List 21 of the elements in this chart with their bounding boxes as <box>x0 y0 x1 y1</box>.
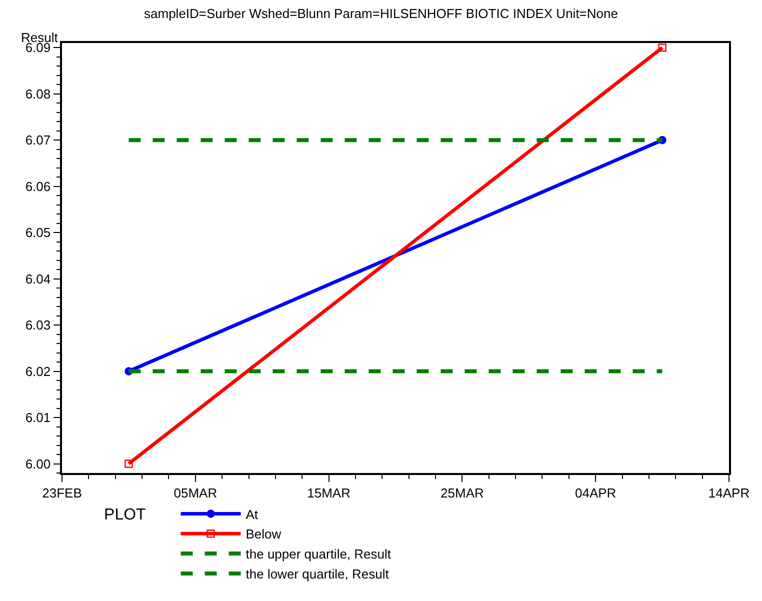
y-tick-label: 6.03 <box>25 318 51 333</box>
x-tick-label: 04APR <box>575 485 616 500</box>
y-tick-label: 6.00 <box>25 456 51 472</box>
legend-label: Below <box>246 526 282 542</box>
chart-title: sampleID=Surber Wshed=Blunn Param=HILSENHOFF BIOTIC INDEX Unit=None <box>144 6 618 22</box>
y-tick-label: 6.07 <box>25 132 51 148</box>
y-tick-label: 6.05 <box>25 225 51 240</box>
legend-label: At <box>246 506 258 522</box>
y-tick-label: 6.01 <box>25 410 51 426</box>
y-tick-label: 6.04 <box>25 271 51 286</box>
x-tick-label: 05MAR <box>174 485 218 500</box>
y-tick-label: 6.06 <box>25 178 51 194</box>
x-tick-label: 23FEB <box>42 485 82 500</box>
y-tick-label: 6.08 <box>25 86 51 102</box>
x-tick-label: 15MAR <box>307 485 350 500</box>
legend-label: the lower quartile, Result <box>246 566 390 582</box>
x-tick-label: 14APR <box>708 485 750 500</box>
x-tick-label: 25MAR <box>440 485 484 500</box>
y-tick-label: 6.02 <box>25 364 51 379</box>
legend-title: PLOT <box>104 506 168 524</box>
legend-label: the upper quartile, Result <box>246 546 392 562</box>
